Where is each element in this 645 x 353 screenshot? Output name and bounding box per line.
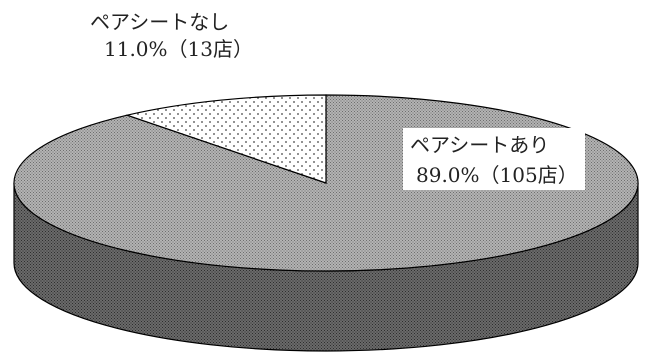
label-pair-seat-no-value: 11.0%（13店） <box>104 37 253 61</box>
slice-pair-seat-no <box>124 94 327 184</box>
label-pair-seat-yes-name: ペアシートあり <box>410 133 549 157</box>
label-pair-seat-no-name: ペアシートなし <box>90 10 229 34</box>
label-pair-seat-yes-value: 89.0%（105店） <box>416 163 578 187</box>
label-box-pair-seat-yes <box>403 128 585 190</box>
